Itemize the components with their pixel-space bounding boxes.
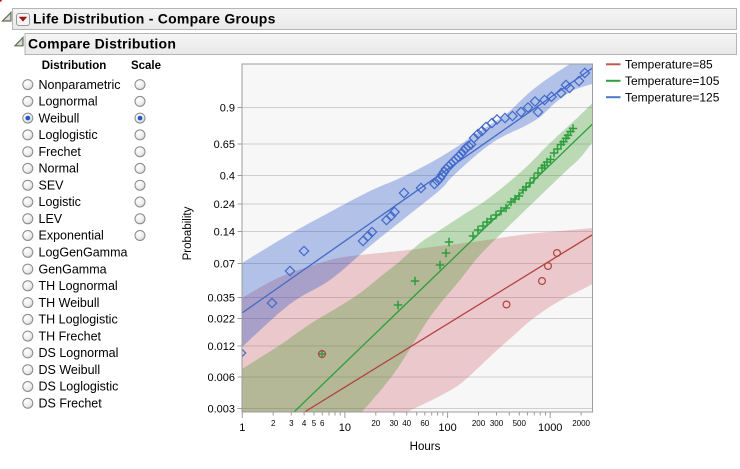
svg-text:30: 30: [389, 419, 398, 428]
svg-text:0.012: 0.012: [207, 341, 235, 353]
svg-text:0.003: 0.003: [207, 404, 235, 416]
svg-text:Temperature=125: Temperature=125: [625, 90, 720, 104]
svg-text:2000: 2000: [572, 419, 590, 428]
svg-text:Hours: Hours: [410, 441, 441, 453]
svg-text:1: 1: [239, 422, 245, 434]
svg-text:Compare Distribution: Compare Distribution: [28, 36, 176, 52]
svg-text:300: 300: [490, 419, 504, 428]
svg-text:GenGamma: GenGamma: [39, 262, 107, 276]
svg-text:DS Lognormal: DS Lognormal: [39, 346, 119, 360]
svg-text:TH Weibull: TH Weibull: [39, 296, 100, 310]
svg-text:Temperature=85: Temperature=85: [625, 58, 713, 72]
svg-text:Loglogistic: Loglogistic: [39, 128, 98, 142]
svg-text:6: 6: [320, 419, 325, 428]
svg-text:Weibull: Weibull: [39, 111, 80, 125]
svg-text:DS Frechet: DS Frechet: [39, 396, 103, 410]
svg-text:0.9: 0.9: [220, 103, 235, 115]
svg-text:4: 4: [302, 419, 307, 428]
svg-text:Nonparametric: Nonparametric: [39, 78, 121, 92]
svg-text:LogGenGamma: LogGenGamma: [39, 246, 128, 260]
svg-text:60: 60: [420, 419, 429, 428]
svg-text:Temperature=105: Temperature=105: [625, 74, 720, 88]
svg-text:DS Loglogistic: DS Loglogistic: [39, 380, 119, 394]
svg-text:Distribution: Distribution: [42, 60, 107, 72]
svg-text:DS Weibull: DS Weibull: [39, 363, 101, 377]
svg-text:Probability: Probability: [182, 206, 194, 260]
svg-text:Scale: Scale: [131, 60, 161, 72]
svg-text:Lognormal: Lognormal: [39, 95, 98, 109]
svg-text:5: 5: [312, 419, 317, 428]
svg-text:0.14: 0.14: [214, 227, 235, 239]
svg-text:TH Lognormal: TH Lognormal: [39, 279, 118, 293]
svg-text:3: 3: [289, 419, 294, 428]
svg-text:0.006: 0.006: [207, 372, 235, 384]
svg-text:1000: 1000: [538, 422, 562, 434]
svg-text:0.07: 0.07: [214, 259, 235, 271]
svg-text:Normal: Normal: [39, 162, 79, 176]
svg-text:0.24: 0.24: [214, 199, 235, 211]
svg-text:TH Frechet: TH Frechet: [39, 329, 102, 343]
svg-text:0.4: 0.4: [220, 171, 235, 183]
svg-text:40: 40: [402, 419, 411, 428]
svg-text:Exponential: Exponential: [39, 229, 104, 243]
svg-text:0.65: 0.65: [214, 139, 235, 151]
svg-text:200: 200: [472, 419, 486, 428]
svg-text:100: 100: [438, 422, 456, 434]
svg-text:SEV: SEV: [39, 178, 65, 192]
svg-text:500: 500: [513, 419, 527, 428]
svg-text:Frechet: Frechet: [39, 145, 82, 159]
svg-text:20: 20: [371, 419, 380, 428]
svg-text:0.035: 0.035: [207, 293, 235, 305]
svg-text:0.022: 0.022: [207, 314, 235, 326]
svg-text:Logistic: Logistic: [39, 195, 81, 209]
svg-text:2: 2: [271, 419, 276, 428]
svg-text:10: 10: [339, 422, 351, 434]
svg-text:LEV: LEV: [39, 212, 63, 226]
svg-text:TH Loglogistic: TH Loglogistic: [39, 313, 118, 327]
svg-text:Life Distribution - Compare Gr: Life Distribution - Compare Groups: [33, 11, 276, 27]
